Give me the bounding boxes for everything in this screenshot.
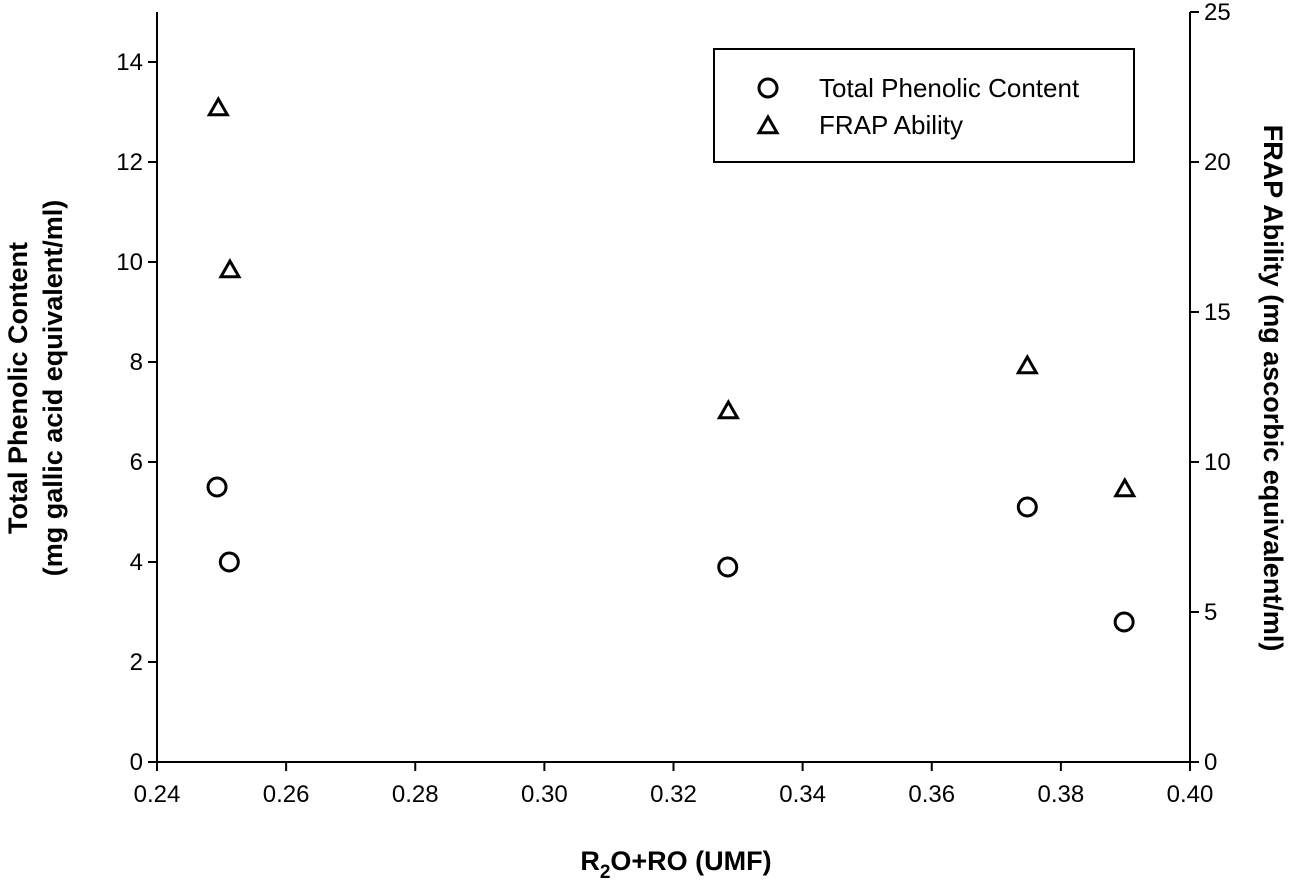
left-y-tick-label: 4 (130, 549, 143, 576)
phenolic-data-point (1113, 611, 1135, 633)
left-y-tick-label: 14 (116, 49, 143, 76)
x-tick-label: 0.38 (1038, 781, 1085, 808)
right-y-axis-title: FRAP Ability (mg ascorbic equivalent/ml) (1258, 125, 1288, 652)
frap-data-point (206, 95, 230, 117)
frap-data-point (1015, 353, 1039, 375)
phenolic-data-point (218, 551, 240, 573)
left-y-tick-label: 10 (116, 249, 143, 276)
right-y-tick-label: 5 (1204, 599, 1217, 626)
left-y-tick-label: 8 (130, 349, 143, 376)
right-y-tick-label: 15 (1204, 299, 1231, 326)
x-tick-label: 0.26 (263, 781, 310, 808)
frap-data-point (218, 257, 242, 279)
data-points (206, 95, 1137, 633)
left-y-axis-title-line2: (mg gallic acid equivalent/ml) (38, 200, 68, 577)
right-y-axis-ticks: 0 5 10 15 20 25 (1190, 0, 1231, 776)
phenolic-data-point (206, 476, 228, 498)
phenolic-data-point (717, 556, 739, 578)
x-tick-label: 0.30 (521, 781, 568, 808)
x-axis-ticks: 0.24 0.26 0.28 0.30 0.32 0.34 0.36 0.38 0.40 (134, 762, 1214, 808)
right-y-tick-label: 10 (1204, 449, 1231, 476)
x-tick-label: 0.40 (1167, 781, 1214, 808)
right-y-tick-label: 25 (1204, 0, 1231, 26)
x-axis-title: R2O+RO (UMF) (580, 846, 771, 882)
x-tick-label: 0.24 (134, 781, 181, 808)
right-y-tick-label: 20 (1204, 149, 1231, 176)
left-y-tick-label: 6 (130, 449, 143, 476)
legend-label: Total Phenolic Content (819, 73, 1080, 103)
phenolic-data-point (1016, 496, 1038, 518)
legend-circle-marker (757, 77, 779, 99)
right-y-tick-label: 0 (1204, 749, 1217, 776)
x-tick-label: 0.28 (392, 781, 439, 808)
x-tick-label: 0.34 (779, 781, 826, 808)
legend-box (713, 48, 1135, 163)
x-tick-label: 0.32 (650, 781, 697, 808)
left-y-tick-label: 0 (130, 749, 143, 776)
left-y-tick-label: 12 (116, 149, 143, 176)
legend-label: FRAP Ability (819, 110, 963, 140)
left-y-tick-label: 2 (130, 649, 143, 676)
x-tick-label: 0.36 (908, 781, 955, 808)
legend: Total Phenolic Content FRAP Ability (713, 48, 1135, 163)
left-y-axis-ticks: 0 2 4 6 8 10 12 14 (116, 49, 157, 776)
legend-triangle-marker (756, 113, 780, 135)
frap-data-point (716, 398, 740, 420)
frap-data-point (1113, 476, 1137, 498)
left-y-axis-title-line1: Total Phenolic Content (3, 242, 33, 534)
